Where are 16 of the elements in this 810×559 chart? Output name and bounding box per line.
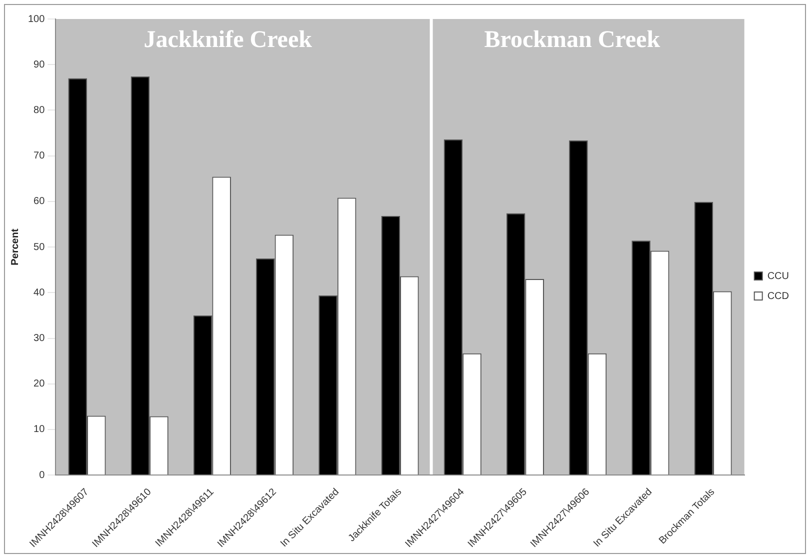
y-tick-label: 90 — [34, 59, 46, 70]
y-tick-label: 80 — [34, 104, 46, 116]
y-tick-label: 10 — [34, 424, 46, 436]
y-tick-label: 100 — [28, 14, 46, 25]
annotation: Jackknife Creek — [144, 27, 313, 54]
y-tick-label: 0 — [39, 470, 46, 481]
annotation: Brockman Creek — [484, 27, 661, 54]
legend-label: CCU — [767, 270, 790, 282]
y-tick-label: 50 — [34, 242, 46, 253]
legend-label: CCD — [767, 290, 790, 302]
y-axis-title: Percent — [10, 228, 21, 266]
y-tick-label: 40 — [34, 287, 46, 298]
y-tick-label: 70 — [34, 150, 46, 162]
y-tick-label: 30 — [34, 333, 46, 344]
y-tick-label: 60 — [34, 196, 46, 208]
y-tick-label: 20 — [34, 378, 46, 390]
